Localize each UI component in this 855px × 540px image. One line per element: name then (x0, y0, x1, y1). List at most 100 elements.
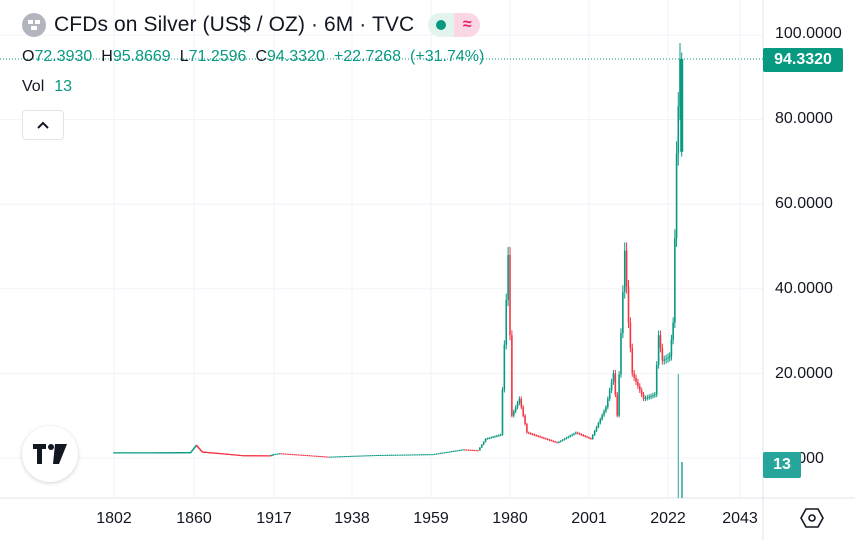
candle-body (278, 453, 281, 455)
open-value: 72.3930 (34, 48, 93, 65)
candle-body (544, 438, 547, 440)
close-label: C (255, 48, 268, 65)
candle-body (552, 440, 555, 442)
candle-body (349, 455, 351, 457)
candle-body (392, 454, 395, 456)
candle-body (531, 433, 534, 435)
candle-body (663, 359, 666, 361)
candle-body (191, 449, 194, 451)
symbol-title[interactable]: CFDs on Silver (US$ / OZ) · 6M · TVC (54, 13, 415, 36)
candle-body (599, 419, 602, 424)
candle-body (522, 407, 524, 416)
candle-body (629, 322, 632, 349)
candle-body (480, 444, 483, 448)
candle-body (383, 454, 385, 456)
candle-body (603, 411, 605, 416)
ohlc-legend: O 72.3930 H 95.8669 L 71.2596 C 94.3320 +22.… (22, 48, 493, 66)
candle-body (415, 454, 417, 456)
candle-body (558, 441, 560, 443)
candle-body (467, 449, 470, 451)
x-tick-label: 2001 (571, 510, 607, 527)
y-tick-label: 20.0000 (775, 365, 833, 382)
candle-body (584, 435, 587, 437)
candle-body (341, 456, 344, 458)
candle-body (477, 450, 479, 452)
candle-body (443, 452, 445, 454)
chart-settings-button[interactable] (800, 506, 824, 530)
candle-body (304, 455, 307, 457)
candle-body (601, 415, 603, 420)
candle-body (413, 454, 415, 456)
candle-body (524, 415, 526, 425)
x-tick-label: 1802 (96, 510, 132, 527)
candle-body (635, 377, 637, 382)
candle-body (484, 438, 487, 442)
candle-body (659, 335, 662, 349)
chevron-up-icon (37, 121, 49, 129)
candle-body (356, 455, 359, 457)
collapse-legend-button[interactable] (22, 110, 64, 140)
candle-body (194, 446, 197, 448)
candle-body (450, 451, 453, 453)
candle-body (381, 454, 383, 456)
candle-body (343, 456, 346, 458)
candle-body (347, 456, 350, 458)
candle-body (625, 250, 628, 287)
candle-body (633, 373, 635, 378)
x-tick-label: 1938 (334, 510, 370, 527)
candle-body (336, 456, 338, 458)
candle-body (471, 449, 474, 451)
low-label: L (179, 48, 189, 65)
candle-body (661, 348, 664, 361)
candle-body (191, 450, 193, 452)
high-value: 95.8669 (112, 48, 171, 65)
candle-body (385, 454, 387, 456)
settings-hexagon-icon (800, 508, 824, 528)
candle-body (582, 434, 585, 436)
candle-body (439, 453, 442, 455)
candle-body (677, 106, 680, 154)
candle-body (200, 450, 202, 452)
candle-body (437, 453, 440, 455)
candle-body (554, 441, 556, 443)
candle-body (533, 434, 536, 436)
candle-body (548, 439, 551, 441)
candle-body (490, 437, 492, 439)
tradingview-logo[interactable] (22, 426, 78, 482)
candle-body (575, 432, 577, 434)
candle-body (537, 435, 540, 437)
market-status-pill[interactable]: ≈ (428, 13, 481, 37)
candle-body (340, 456, 342, 458)
candle-body (679, 58, 681, 107)
candle-body (396, 454, 398, 456)
candle-body (354, 455, 357, 457)
candle-body (338, 456, 340, 458)
volume-bar (677, 374, 679, 498)
candle-body (275, 453, 277, 455)
candle-body (475, 450, 477, 452)
candle-body (306, 455, 309, 457)
candle-body (550, 440, 553, 442)
candle-body (327, 456, 329, 458)
candle-body (390, 454, 393, 456)
candle-body (197, 446, 200, 448)
candle-body (567, 436, 570, 438)
candle-body (312, 455, 314, 457)
candle-body (618, 374, 620, 416)
candle-body (657, 335, 660, 365)
candle-body (479, 447, 481, 451)
candle-body (345, 456, 348, 458)
candle-body (494, 436, 496, 438)
candle-body (672, 322, 674, 340)
candle-body (297, 454, 299, 456)
low-value: 71.2596 (188, 48, 247, 65)
candle-body (199, 449, 202, 451)
candle-body (675, 153, 678, 239)
candle-body (407, 454, 410, 456)
candle-body (441, 452, 444, 454)
candle-body (505, 299, 508, 345)
candle-body (546, 438, 549, 440)
candle-body (388, 454, 391, 456)
